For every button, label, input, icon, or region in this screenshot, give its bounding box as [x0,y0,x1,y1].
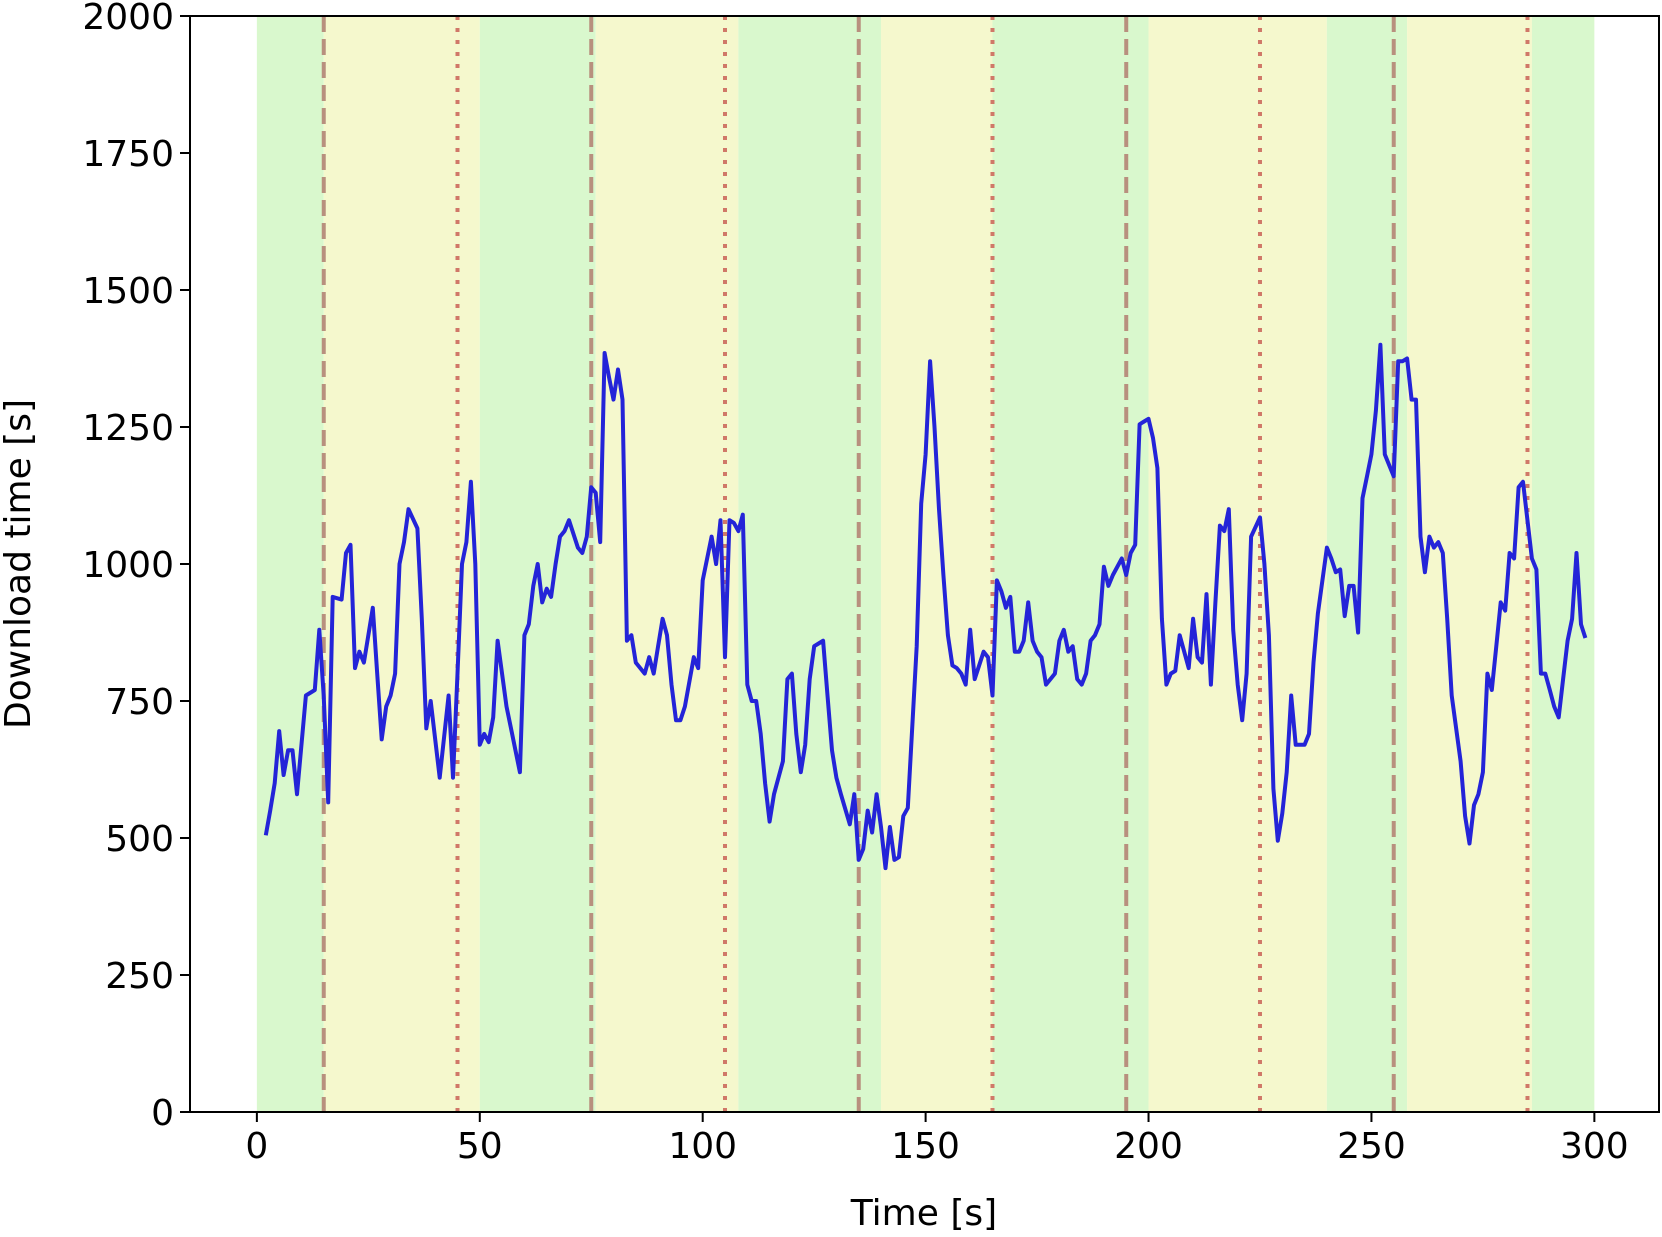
y-tick-label: 250 [105,956,174,997]
phase-region [1531,16,1595,1112]
x-tick-label: 200 [1114,1126,1183,1167]
y-tick-label: 1250 [82,408,174,449]
x-tick-label: 100 [668,1126,737,1167]
y-tick-label: 2000 [82,0,174,38]
phase-region [323,16,480,1112]
x-axis-label: Time [s] [850,1193,997,1234]
phase-region [256,16,324,1112]
y-tick-label: 750 [105,682,174,723]
y-axis-label: Download time [s] [0,399,39,729]
y-tick-label: 1750 [82,134,174,175]
phase-region [881,16,993,1112]
phase-region [1326,16,1408,1112]
y-tick-label: 1000 [82,545,174,586]
x-tick-label: 300 [1560,1126,1629,1167]
data-line [263,342,1588,871]
x-tick-label: 0 [245,1126,268,1167]
y-tick-label: 500 [105,819,174,860]
y-tick-label: 1500 [82,271,174,312]
y-tick-label: 0 [151,1093,174,1134]
x-tick-label: 50 [457,1126,503,1167]
x-tick-label: 250 [1337,1126,1406,1167]
x-tick-label: 150 [891,1126,960,1167]
phase-region [1148,16,1327,1112]
phase-region [738,16,882,1112]
